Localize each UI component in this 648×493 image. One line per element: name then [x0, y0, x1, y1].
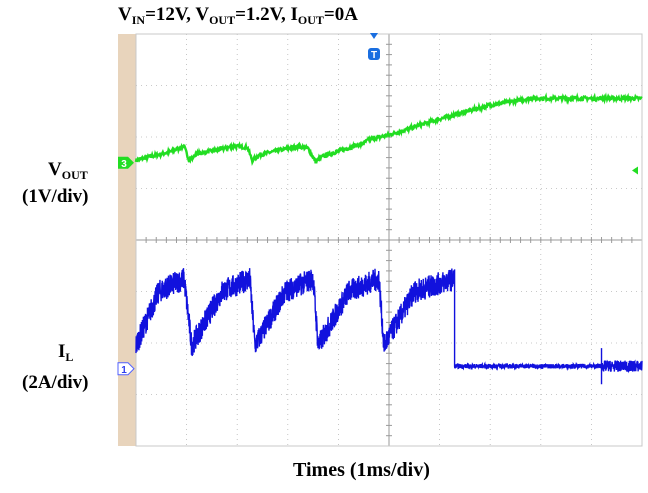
screen-border — [135, 33, 643, 447]
chart-title: VIN=12V, VOUT=1.2V, IOUT=0A — [118, 4, 358, 27]
grid — [135, 33, 643, 447]
il-scale-label: (2A/div) — [22, 372, 89, 393]
trigger-arrow — [370, 33, 378, 39]
markers: T 3 1 — [117, 33, 638, 376]
scope-sidebar — [118, 34, 136, 446]
ch1-marker — [117, 362, 135, 376]
trigger-badge — [368, 48, 380, 60]
il-trace — [135, 268, 643, 385]
ch3-marker — [118, 156, 134, 169]
offset-arrow — [632, 166, 638, 175]
vout-label: VOUT — [48, 159, 88, 182]
ch1-marker-label: 1 — [121, 365, 127, 376]
vout-trace — [134, 92, 643, 166]
x-axis-label: Times (1ms/div) — [293, 459, 430, 481]
il-label: IL — [58, 341, 74, 364]
trigger-label: T — [371, 50, 377, 61]
vout-scale-label: (1V/div) — [22, 186, 89, 207]
ch3-marker-label: 3 — [121, 159, 127, 170]
